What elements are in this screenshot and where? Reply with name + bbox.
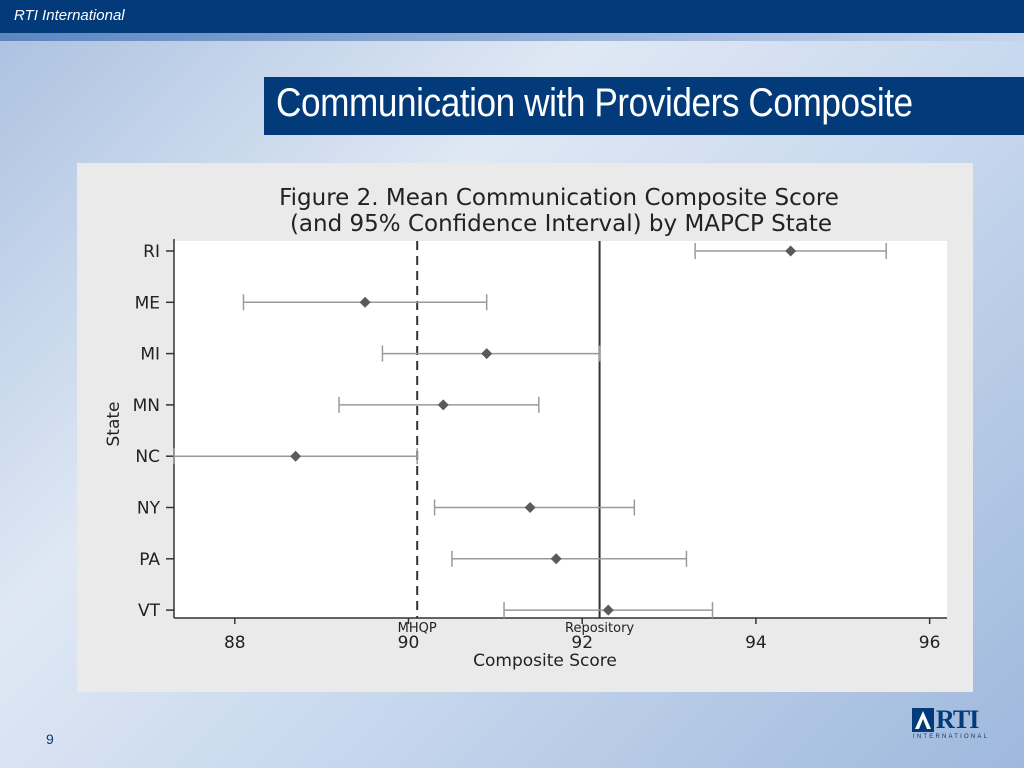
y-axis-label: State [104,402,124,447]
logo-text: RTI [936,705,979,734]
y-tick-label: RI [143,242,160,262]
y-tick-label: MN [133,396,160,416]
chart-title: Figure 2. Mean Communication Composite S… [279,185,839,211]
y-tick-label: ME [135,293,160,313]
mean-point-vt [602,604,614,616]
mean-point-nc [290,450,302,462]
y-tick-label: MI [140,345,160,365]
rti-logo: RTI INTERNATIONAL [912,705,990,740]
rti-logo-icon [912,708,934,732]
x-tick-label: 88 [224,633,246,653]
x-tick-label: 94 [745,633,767,653]
mean-point-ny [524,502,536,513]
y-tick-label: VT [138,601,161,621]
y-tick-label: PA [139,550,160,570]
x-tick-label: 90 [398,633,420,653]
mean-point-mn [437,399,449,411]
reference-line-label: MHQP [398,621,437,636]
org-name: RTI International [14,7,125,24]
y-tick-label: NY [137,499,161,519]
mean-point-mi [481,348,493,360]
chart-panel: Figure 2. Mean Communication Composite S… [77,163,973,692]
header-bar: RTI International [0,0,1024,33]
y-tick-label: NC [135,447,160,467]
page-number: 9 [46,731,54,747]
x-tick-label: 92 [571,633,593,653]
reference-line-label: Repository [565,621,634,636]
slide-title: Communication with Providers Composite [276,81,913,125]
x-tick-label: 96 [919,633,941,653]
logo-subtext: INTERNATIONAL [913,734,990,740]
confidence-interval-chart: Figure 2. Mean Communication Composite S… [104,185,947,671]
title-box: Communication with Providers Composite [264,77,1024,135]
mean-point-ri [785,245,797,257]
x-axis-label: Composite Score [473,651,617,671]
header-stripe [0,33,1024,41]
mean-point-me [359,296,371,308]
mean-point-pa [550,553,562,565]
plot-area [174,241,947,618]
chart-subtitle: (and 95% Confidence Interval) by MAPCP S… [290,211,832,237]
